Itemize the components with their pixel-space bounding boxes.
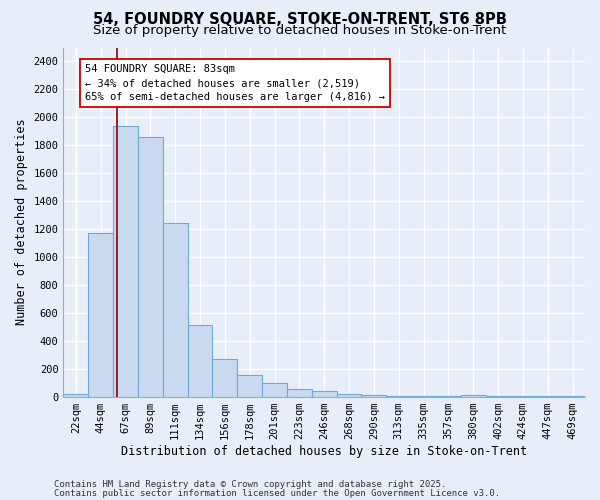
Bar <box>262 382 287 396</box>
Text: Size of property relative to detached houses in Stoke-on-Trent: Size of property relative to detached ho… <box>94 24 506 37</box>
Bar <box>188 326 212 396</box>
Text: 54, FOUNDRY SQUARE, STOKE-ON-TRENT, ST6 8PB: 54, FOUNDRY SQUARE, STOKE-ON-TRENT, ST6 … <box>93 12 507 28</box>
Bar <box>113 126 138 396</box>
Bar <box>64 394 88 396</box>
Bar <box>163 224 188 396</box>
Bar <box>287 389 312 396</box>
Bar <box>88 233 113 396</box>
Y-axis label: Number of detached properties: Number of detached properties <box>15 118 28 326</box>
Bar <box>337 394 361 396</box>
Text: 54 FOUNDRY SQUARE: 83sqm
← 34% of detached houses are smaller (2,519)
65% of sem: 54 FOUNDRY SQUARE: 83sqm ← 34% of detach… <box>85 64 385 102</box>
Text: Contains public sector information licensed under the Open Government Licence v3: Contains public sector information licen… <box>54 488 500 498</box>
Text: Contains HM Land Registry data © Crown copyright and database right 2025.: Contains HM Land Registry data © Crown c… <box>54 480 446 489</box>
Bar <box>138 137 163 396</box>
Bar <box>237 375 262 396</box>
Bar <box>312 391 337 396</box>
X-axis label: Distribution of detached houses by size in Stoke-on-Trent: Distribution of detached houses by size … <box>121 444 527 458</box>
Bar <box>212 359 237 397</box>
